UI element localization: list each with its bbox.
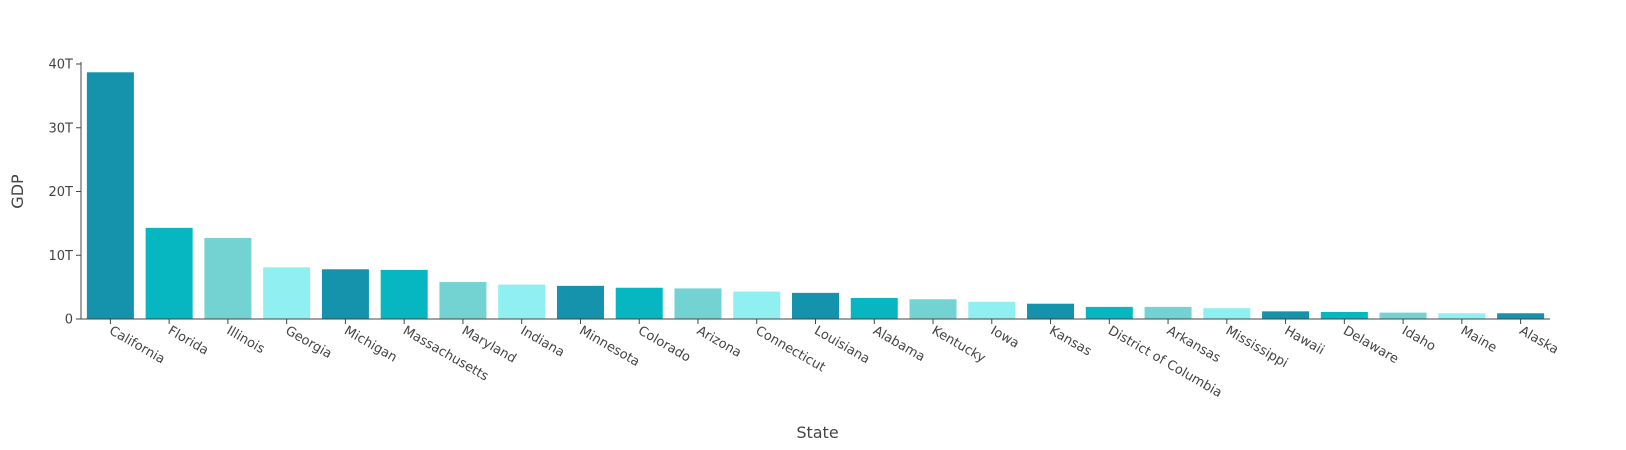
x-tick-label: Michigan [341,323,399,365]
x-tick-label: Colorado [635,323,693,365]
x-tick-label: Indiana [518,323,567,360]
x-tick-label: Illinois [224,323,267,357]
bars-group [86,72,1545,320]
bar-louisiana [792,292,840,319]
y-tick-label: 40T [49,58,74,73]
bar-mississippi [1203,308,1251,319]
bar-alabama [850,297,898,319]
y-tick-label: 30T [49,121,74,136]
bar-florida [145,227,193,319]
x-tick-label: Georgia [283,323,335,361]
bar-arkansas [1144,306,1192,319]
bar-massachusetts [380,269,428,319]
x-tick-label: Hawaii [1282,323,1327,358]
x-tick-label: Iowa [988,323,1022,351]
bar-indiana [498,284,546,319]
bar-delaware [1320,311,1368,319]
bar-georgia [263,267,311,319]
x-tick-label: Mississippi [1223,323,1290,371]
bar-alaska [1497,313,1545,319]
bar-arizona [674,288,722,319]
bar-california [86,72,134,319]
x-tick-label: Minnesota [576,323,642,370]
x-axis-title: State [796,423,838,442]
y-axis-title: GDP [8,174,27,209]
bar-maine [1438,313,1486,319]
bar-minnesota [556,285,604,319]
bar-illinois [204,238,252,319]
y-tick-label: 20T [49,185,74,200]
x-tick-label: Kansas [1047,323,1095,359]
bar-connecticut [733,291,781,319]
x-tick-label: Maine [1458,323,1499,356]
x-tick-label: Idaho [1399,323,1438,354]
x-tick-label: Florida [165,323,211,358]
bar-hawaii [1262,311,1310,319]
bar-michigan [321,269,369,319]
y-tick-label: 10T [49,249,74,264]
x-tick-label: California [106,323,167,367]
x-tick-label: Kentucky [929,323,988,366]
bar-iowa [968,301,1016,319]
bar-kansas [1027,303,1075,319]
x-tick-label: Delaware [1340,323,1401,367]
bar-district-of-columbia [1085,306,1133,319]
y-tick-label: 0 [65,313,73,328]
bar-idaho [1379,312,1427,320]
bar-kentucky [909,299,957,319]
bar-colorado [615,287,663,319]
x-tick-label: Alabama [870,323,927,365]
x-tick-label: Arizona [694,323,744,360]
x-tick-label: Alaska [1517,323,1561,357]
bar-maryland [439,282,487,319]
